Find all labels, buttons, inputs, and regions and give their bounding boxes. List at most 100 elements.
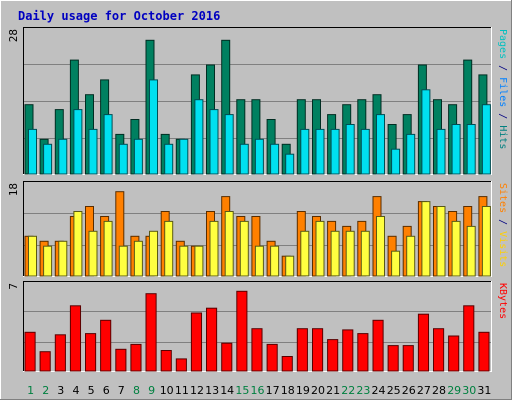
bar-files-day-1 [28,128,37,175]
day-label: 15 [235,384,249,397]
bar-kbytes-day-14 [221,342,233,372]
series-files [28,79,491,175]
day-label: 7 [118,384,125,397]
bar-kbytes-day-19 [296,328,308,372]
bar-files-day-8 [133,138,143,175]
bar-files-day-11 [179,138,189,175]
bar-files-day-24 [376,114,385,175]
bar-sites-day-9 [149,230,158,277]
bar-files-day-25 [391,148,401,175]
bar-kbytes-day-13 [206,307,218,372]
y-max-label: 28 [7,29,20,42]
series-legend-label: KBytes [497,283,508,319]
bar-sites-day-21 [330,230,340,277]
day-label: 3 [57,384,64,397]
bar-sites-day-17 [270,245,280,277]
bar-kbytes-day-6 [100,319,112,372]
bar-files-day-16 [254,138,264,175]
bar-sites-day-4 [73,211,83,277]
bar-kbytes-day-20 [312,328,324,372]
day-labels: 1 2 3 4 5 6 7 8 9 10 11 12 13 14 15 16 17 18 19 20 21 22 23 24 2… [27,384,491,397]
series-kbytes [24,290,490,372]
bar-files-day-14 [224,114,234,175]
bar-kbytes-day-10 [160,350,172,372]
bar-kbytes-day-27 [417,313,430,372]
bar-sites-day-22 [345,230,355,277]
bar-files-day-18 [285,153,295,175]
day-label: 5 [88,384,95,397]
bar-files-day-2 [43,143,53,175]
panel-visits-sites: 18 Sites / Visits [7,181,508,277]
bar-kbytes-day-24 [372,319,384,372]
bar-files-day-21 [330,128,340,175]
bar-files-day-4 [73,109,83,175]
bar-sites-day-30 [466,225,476,277]
day-label: 26 [402,384,416,397]
bar-files-day-26 [406,133,416,175]
bar-kbytes-day-29 [448,335,460,372]
panel-kbytes: 7 KBytes [7,281,508,372]
bar-kbytes-day-12 [190,312,203,372]
day-label: 23 [356,384,370,397]
day-label: 2 [42,384,49,397]
day-label: 29 [447,384,461,397]
bar-sites-day-8 [133,240,143,277]
bar-sites-day-31 [481,206,491,277]
bar-kbytes-day-28 [433,328,445,372]
bar-files-day-13 [209,109,219,175]
chart-panels: 28 Pages / Files / Hits 18 Sites / Visits 7 K… [7,27,508,372]
day-label: 8 [133,384,140,397]
legend-part: Files [497,77,508,107]
bar-sites-day-20 [315,220,325,277]
bar-kbytes-day-5 [85,333,97,372]
bar-kbytes-day-1 [24,331,36,372]
bar-files-day-12 [194,99,204,175]
bar-sites-day-14 [224,211,234,277]
day-label: 22 [341,384,355,397]
day-label: 27 [417,384,431,397]
bar-sites-day-13 [209,220,219,277]
bar-kbytes-day-25 [387,345,399,372]
bar-kbytes-day-30 [463,305,475,372]
bar-kbytes-day-4 [69,305,82,372]
series-sites [28,201,491,277]
bar-kbytes-day-11 [175,358,187,372]
day-label: 30 [462,384,476,397]
bar-sites-day-6 [103,220,113,277]
bar-sites-day-27 [421,201,431,277]
day-label: 4 [73,384,80,397]
bar-files-day-22 [345,124,355,175]
day-label: 11 [175,384,189,397]
bar-files-day-5 [88,128,98,175]
bar-files-day-31 [481,104,491,175]
day-label: 10 [160,384,174,397]
bar-files-day-30 [466,124,476,175]
bar-sites-day-7 [118,245,128,277]
day-label: 12 [190,384,204,397]
day-label: 9 [148,384,155,397]
bar-sites-day-15 [239,220,249,277]
bar-files-day-19 [300,128,310,175]
bar-kbytes-day-3 [54,334,66,372]
bar-files-day-6 [103,114,113,175]
bar-kbytes-day-7 [115,348,127,372]
day-label: 14 [220,384,234,397]
day-label: 21 [326,384,340,397]
day-label: 20 [311,384,325,397]
y-max-label: 7 [7,283,20,290]
bar-sites-day-29 [451,220,461,277]
bar-sites-day-19 [300,230,310,277]
legend-part: / [497,107,508,125]
chart-title: Daily usage for October 2016 [18,9,220,23]
bar-kbytes-day-31 [478,331,490,372]
day-label: 31 [477,384,491,397]
bar-files-day-27 [421,89,431,175]
bar-sites-day-28 [436,206,446,277]
bar-files-day-3 [58,138,68,175]
bar-sites-day-18 [285,255,295,277]
bar-sites-day-11 [179,245,189,277]
day-label: 19 [296,384,310,397]
bar-sites-day-24 [376,216,385,277]
bar-sites-day-5 [88,230,98,277]
